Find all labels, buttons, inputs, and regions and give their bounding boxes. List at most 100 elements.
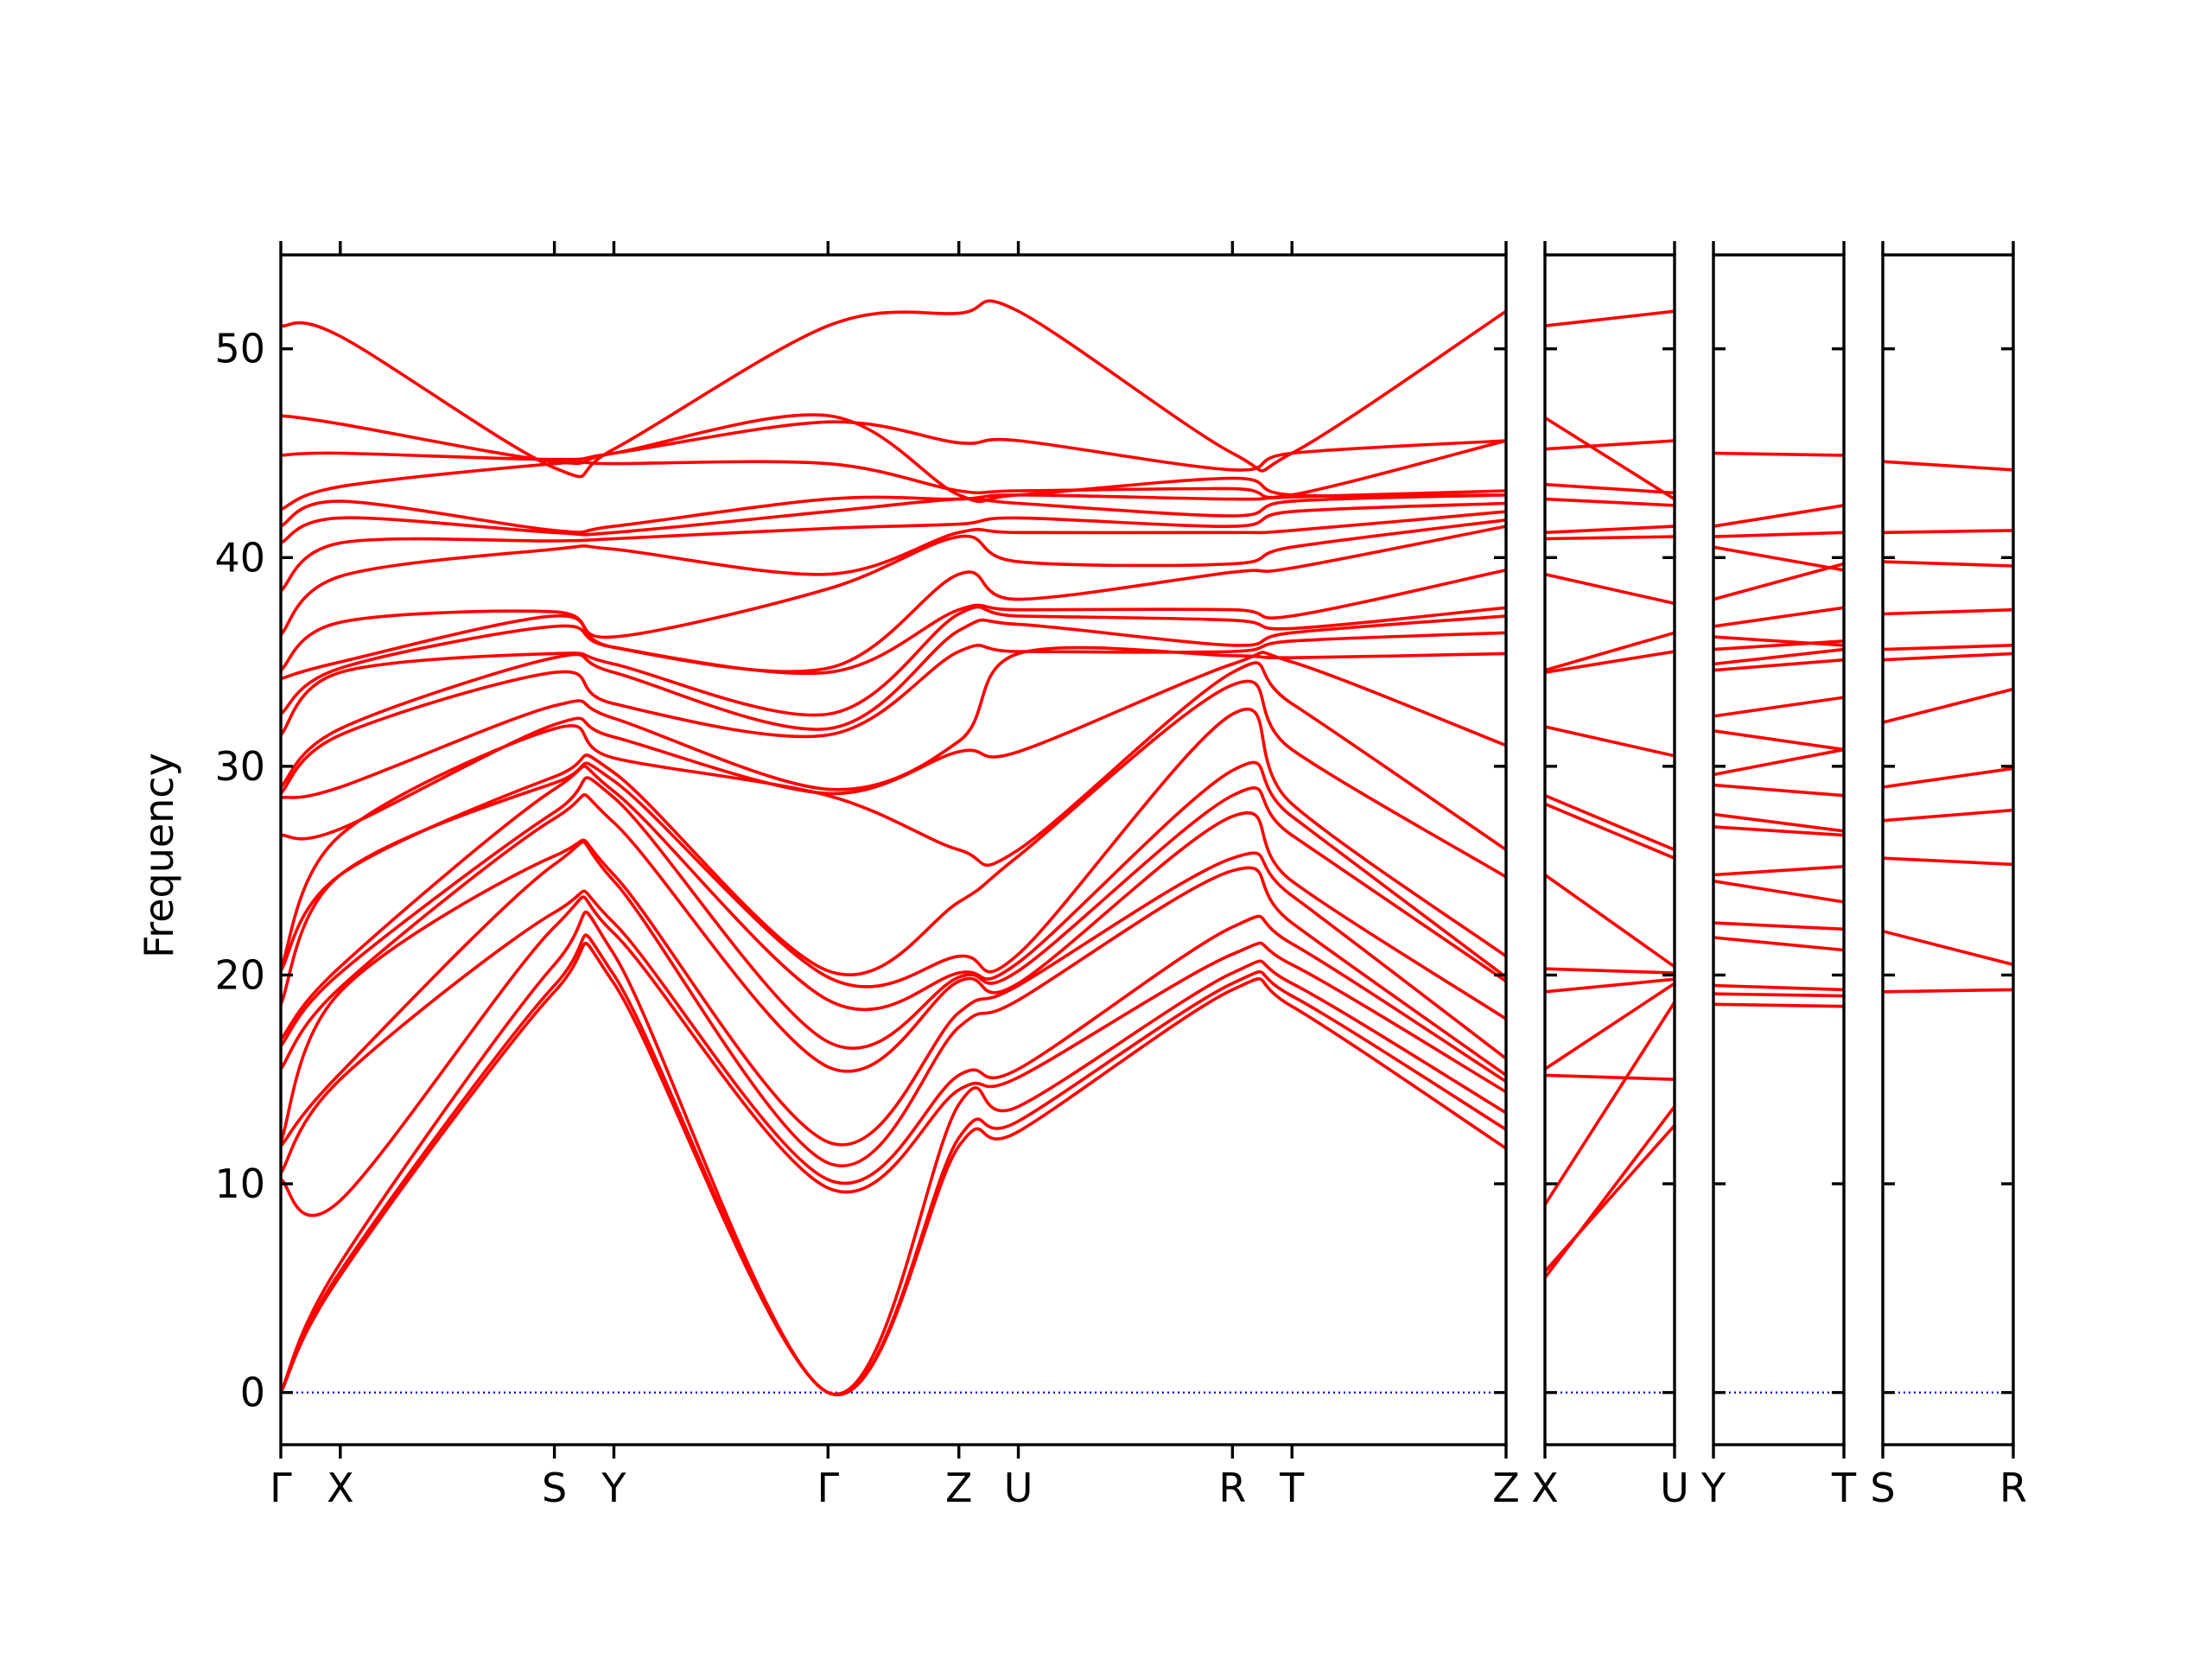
y-tick-label: 50 <box>214 326 265 372</box>
x-tick-label: R <box>1999 1465 2027 1511</box>
band-line-10 <box>1713 783 1844 798</box>
x-tick-label: Y <box>601 1465 626 1511</box>
band-line-18 <box>281 605 1506 737</box>
band-line-6 <box>1883 687 2013 724</box>
x-tick-label: Z <box>945 1465 973 1511</box>
band-line-2 <box>1713 992 1844 998</box>
band-line-6 <box>1713 879 1844 904</box>
x-tick-label: R <box>1218 1465 1246 1511</box>
band-line-7 <box>281 838 1506 1147</box>
band-line-21 <box>1545 309 1675 327</box>
band-line-4 <box>1713 936 1844 952</box>
band-line-16 <box>1545 524 1675 535</box>
band-line-5 <box>1883 766 2013 789</box>
band-line-15 <box>1545 535 1675 541</box>
x-tick-label: U <box>1660 1465 1689 1511</box>
band-line-9 <box>1883 607 2013 616</box>
band-line-7 <box>1713 865 1844 877</box>
band-line-13 <box>1545 631 1675 672</box>
x-tick-label: S <box>1870 1465 1895 1511</box>
axes-frame <box>1881 253 2015 1446</box>
band-line-6 <box>281 840 1506 1167</box>
band-line-10 <box>1545 793 1675 852</box>
band-line-11 <box>1883 529 2013 535</box>
axes-frame <box>279 253 1508 1446</box>
band-line-15 <box>1713 647 1844 666</box>
band-line-1 <box>281 942 1506 1396</box>
y-tick-label: 30 <box>214 743 265 790</box>
x-tick-label: Y <box>1700 1465 1726 1511</box>
band-line-13 <box>281 661 1506 970</box>
band-line-23 <box>1713 451 1844 457</box>
band-line-2 <box>281 933 1506 1396</box>
x-tick-label: Γ <box>270 1465 292 1511</box>
band-line-20 <box>281 524 1506 681</box>
band-line-29 <box>281 299 1506 479</box>
band-line-14 <box>281 651 1506 841</box>
band-line-8 <box>281 793 1506 1073</box>
band-line-21 <box>281 518 1506 672</box>
y-tick-label: 40 <box>214 534 265 581</box>
band-line-3 <box>1713 983 1844 992</box>
band-line-17 <box>281 614 1506 789</box>
band-line-19 <box>1545 439 1675 451</box>
band-line-4 <box>1545 1073 1675 1081</box>
band-line-3 <box>1883 856 2013 867</box>
band-line-11 <box>281 707 1506 1007</box>
band-line-7 <box>1545 967 1675 975</box>
y-tick-label: 20 <box>214 951 265 998</box>
band-line-22 <box>281 510 1506 637</box>
band-line-10 <box>281 760 1506 1042</box>
band-line-3 <box>1545 1001 1675 1206</box>
band-line-5 <box>1545 982 1675 1071</box>
band-line-8 <box>1545 873 1675 969</box>
band-line-18 <box>1713 606 1844 628</box>
band-line-10 <box>1883 560 2013 568</box>
band-line-20 <box>1713 545 1844 572</box>
band-line-4 <box>1883 808 2013 823</box>
band-line-19 <box>281 569 1506 716</box>
x-tick-label: Z <box>1492 1465 1520 1511</box>
band-line-17 <box>1545 497 1675 507</box>
band-line-13 <box>1713 696 1844 718</box>
band-line-9 <box>1713 812 1844 833</box>
band-line-12 <box>1713 729 1844 752</box>
band-line-27 <box>281 420 1506 472</box>
band-line-24 <box>281 493 1506 545</box>
band-line-5 <box>1713 921 1844 931</box>
band-line-11 <box>1545 725 1675 758</box>
x-tick-label: U <box>1004 1465 1033 1511</box>
band-line-23 <box>281 501 1506 593</box>
x-tick-label: T <box>1279 1465 1305 1511</box>
band-line-7 <box>1883 652 2013 662</box>
x-tick-label: X <box>327 1465 354 1511</box>
band-line-12 <box>1883 460 2013 472</box>
band-line-19 <box>1713 562 1844 601</box>
band-line-1 <box>1713 1002 1844 1008</box>
y-tick-label: 10 <box>214 1160 265 1207</box>
band-line-11 <box>1713 747 1844 777</box>
band-line-15 <box>281 645 1506 799</box>
band-lines <box>1713 451 1844 1008</box>
band-line-6 <box>1545 977 1675 994</box>
x-tick-label: X <box>1531 1465 1559 1511</box>
axes-frame <box>1712 253 1846 1446</box>
band-line-17 <box>1713 635 1844 647</box>
band-line-9 <box>281 776 1506 1050</box>
axes-frame <box>1543 253 1676 1446</box>
band-line-28 <box>281 413 1506 504</box>
band-line-22 <box>1713 504 1844 528</box>
band-line-12 <box>1545 650 1675 674</box>
band-line-3 <box>281 910 1506 1396</box>
x-tick-label: Γ <box>817 1465 839 1511</box>
band-line-14 <box>1545 572 1675 606</box>
y-tick-label: 0 <box>240 1370 265 1416</box>
x-tick-label: S <box>542 1465 567 1511</box>
band-line-16 <box>281 631 1506 796</box>
